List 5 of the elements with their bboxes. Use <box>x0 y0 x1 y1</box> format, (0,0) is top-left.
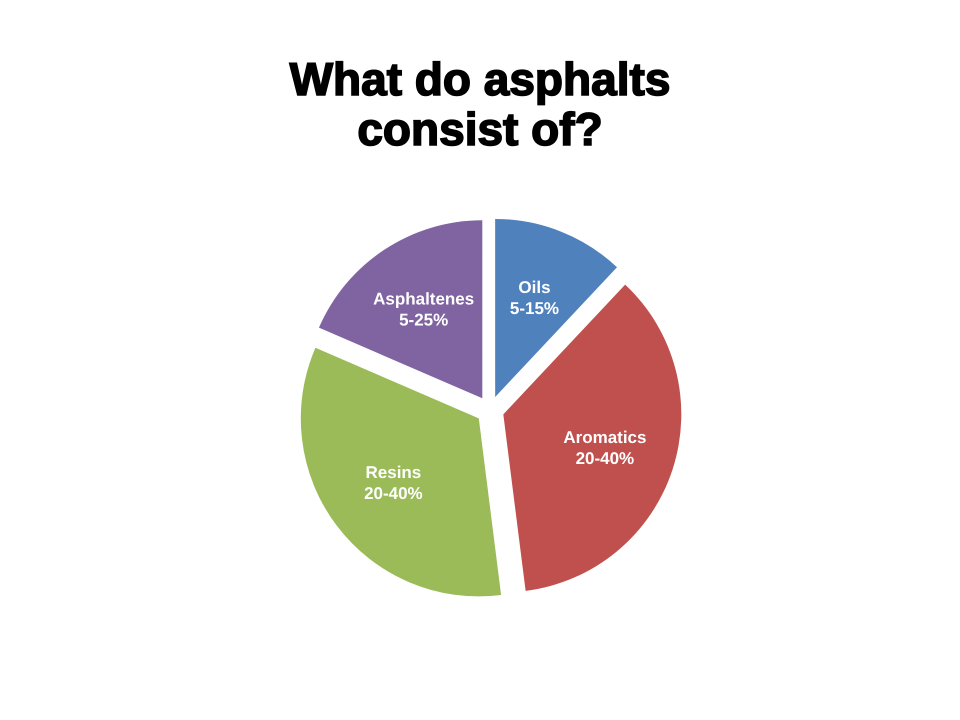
slice-label: Aromatics 20-40% <box>563 428 646 468</box>
slice-label: Oils 5-15% <box>510 278 560 318</box>
slice-label: Resins 20-40% <box>364 462 423 503</box>
chart-title: What do asphalts consist of? <box>290 53 670 155</box>
slice-label: Asphaltenes 5-25% <box>373 289 474 330</box>
